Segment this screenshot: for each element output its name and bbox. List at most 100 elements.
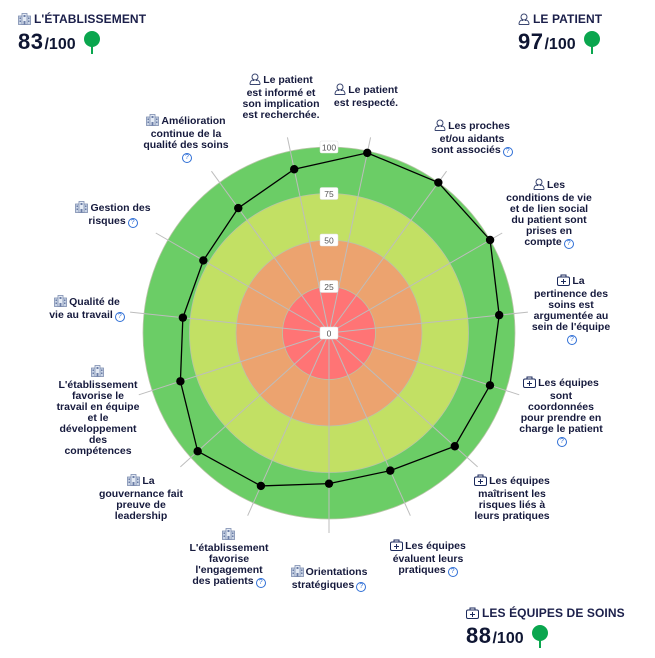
help-icon[interactable]: ? [447, 567, 458, 577]
tick-label: 75 [319, 187, 339, 200]
tick-text: 25 [324, 282, 334, 292]
tick-label: 100 [319, 140, 339, 154]
axis-label-text: conditions de vie [506, 192, 592, 204]
tick-box [319, 280, 339, 293]
data-point [485, 381, 495, 390]
axis-label-text: Les équipes [538, 377, 599, 389]
score-number: 83 [18, 29, 44, 54]
axis-label-text: du patient sont [511, 214, 587, 226]
axis-label-text: leurs pratiques [474, 510, 550, 522]
data-point [193, 447, 202, 456]
help-icon[interactable]: ? [114, 312, 125, 322]
axis-label-text: vie au travail [49, 309, 113, 321]
axis-label-text: risques [88, 215, 126, 227]
axis-label-text: L'établissement [189, 542, 269, 554]
score-title: LES ÉQUIPES DE SOINS [482, 606, 625, 620]
help-icon[interactable]: ? [567, 335, 577, 345]
axis-label: L'établissement favorise l'engagement des p… [182, 528, 277, 588]
spoke-line [155, 232, 330, 334]
building-icon [54, 295, 68, 310]
spoke-line [328, 137, 372, 334]
tick-box [319, 140, 339, 154]
help-icon[interactable]: ? [563, 239, 574, 249]
tick-box [319, 233, 339, 247]
radar-ticks: 0 25 50 75 100 [319, 140, 339, 340]
axis-label: La gouvernance fait preuve de leadership [99, 474, 184, 522]
axis-label-text: compte [524, 236, 562, 248]
score-equipes: LES ÉQUIPES DE SOINS 88 /100 [466, 606, 625, 649]
axis-label-text: Les [546, 179, 566, 191]
building-icon [18, 13, 31, 25]
axis-label-text: des [88, 434, 108, 446]
building-icon [221, 528, 235, 543]
help-icon[interactable]: ? [182, 153, 192, 163]
axis-label: Les proches et/ou aidants sont associés? [427, 119, 517, 157]
axis-label-text: gouvernance fait [98, 488, 184, 500]
axis-label-text: Gestion des [90, 202, 151, 214]
axis-label-text: maîtrisent les [478, 488, 546, 500]
score-patient: LE PATIENT 97 /100 [518, 12, 602, 55]
data-point [386, 466, 395, 475]
spoke-line [328, 170, 447, 334]
axis-label-text: soins est [548, 299, 594, 311]
axis-label-text: l'engagement [195, 564, 263, 576]
person-icon [434, 119, 446, 134]
axis-label-text: risques liés à [478, 499, 546, 511]
axis-label-text: continue de la [150, 128, 222, 140]
data-point [324, 479, 334, 488]
axis-label-text: et le [87, 412, 109, 424]
score-title: L'ÉTABLISSEMENT [34, 12, 147, 26]
help-icon[interactable]: ? [557, 437, 567, 447]
axis-label-text: leadership [114, 510, 168, 522]
building-icon [90, 365, 104, 380]
data-point [434, 178, 443, 187]
axis-label: Les équipes évaluent leurs pratiques? [383, 539, 473, 577]
medical-kit-icon [557, 274, 571, 289]
medical-kit-icon [523, 376, 537, 391]
tick-box [319, 326, 339, 340]
building-icon [146, 114, 160, 129]
axis-label-text: son implication [242, 98, 320, 110]
axis-label-text: sont [549, 390, 573, 402]
building-icon [290, 565, 304, 580]
axis-label: Qualité de vie au travail? [45, 295, 130, 322]
axis-label: Le patient est informé et son implication e… [234, 73, 329, 121]
help-icon[interactable]: ? [502, 147, 513, 157]
radar-series [176, 148, 504, 491]
axis-label-text: Orientations [305, 566, 368, 578]
medical-kit-icon [466, 607, 479, 619]
axis-label: Amélioration continue de la qualité des so… [136, 114, 236, 163]
axis-label-text: qualité des soins [143, 139, 229, 151]
data-point [176, 377, 185, 386]
data-point [289, 165, 299, 174]
medical-kit-icon [390, 539, 404, 554]
axis-label-text: preuve de [116, 499, 166, 511]
spoke-line [211, 170, 330, 334]
axis-label-text: favorise le [72, 390, 124, 402]
axis-label-text: Le patient [263, 74, 313, 86]
axis-label-text: sein de l'équipe [531, 321, 611, 333]
spoke-line [130, 311, 330, 334]
axis-label-text: est respecté. [333, 97, 399, 109]
help-icon[interactable]: ? [127, 218, 138, 228]
person-icon [249, 73, 261, 88]
axis-label-text: est recherchée. [242, 109, 320, 121]
axis-label: Orientations stratégiques? [282, 565, 377, 592]
series-line [179, 152, 500, 487]
axis-label-text: et de lien social [509, 203, 589, 215]
axis-label-text: La [142, 475, 155, 487]
axis-label-text: stratégiques [291, 579, 355, 591]
help-icon[interactable]: ? [356, 582, 367, 592]
axis-label: Le patient est respecté. [331, 83, 401, 109]
axis-label-text: travail en équipe [56, 401, 140, 413]
axis-label: Les équipes sont coordonnées pour prendre e… [514, 376, 609, 447]
data-point [234, 203, 243, 213]
tick-text: 75 [324, 189, 334, 199]
tick-label: 25 [319, 280, 339, 293]
medical-kit-icon [474, 474, 488, 489]
score-number: 88 [466, 623, 492, 648]
score-max: /100 [44, 36, 76, 53]
help-icon[interactable]: ? [255, 578, 266, 588]
axis-label-text: charge le patient [519, 423, 603, 435]
